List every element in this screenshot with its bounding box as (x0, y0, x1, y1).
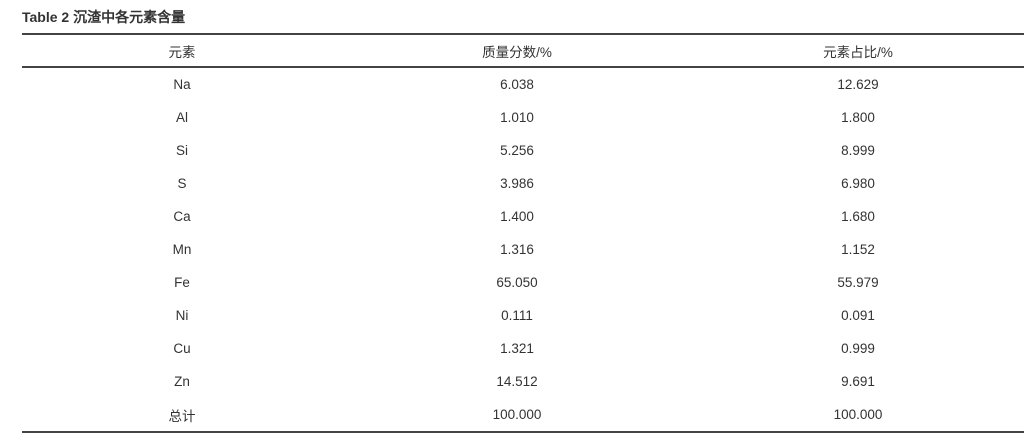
header-element: 元素 (168, 44, 196, 60)
cell-mass-fraction: 6.038 (500, 77, 534, 92)
cell-element: Ca (173, 209, 191, 224)
cell-element-ratio: 9.691 (841, 374, 875, 389)
table-row: Cu 1.321 0.999 (22, 332, 1024, 365)
cell-element-ratio: 12.629 (837, 77, 879, 92)
table-row: Fe 65.050 55.979 (22, 266, 1024, 299)
cell-element: Na (173, 77, 191, 92)
cell-element-ratio: 0.999 (841, 341, 875, 356)
cell-element-ratio: 8.999 (841, 143, 875, 158)
cell-element-ratio: 55.979 (837, 275, 879, 290)
table-row: 总计 100.000 100.000 (22, 398, 1024, 432)
cell-element-ratio: 0.091 (841, 308, 875, 323)
cell-element: Si (175, 143, 188, 158)
cell-element: 总计 (168, 408, 196, 424)
cell-mass-fraction: 1.316 (500, 242, 534, 257)
cell-element: Ni (175, 308, 189, 323)
cell-element-ratio: 100.000 (833, 407, 883, 422)
cell-mass-fraction: 65.050 (496, 275, 538, 290)
cell-element: Mn (172, 242, 192, 257)
header-element-ratio: 元素占比/% (823, 44, 893, 60)
table-row: Ca 1.400 1.680 (22, 200, 1024, 233)
element-content-table: 元素 质量分数/% 元素占比/% Na 6.038 12.629 Al 1.010 1.8… (22, 33, 1024, 433)
table-row: S 3.986 6.980 (22, 167, 1024, 200)
table-title: Table 2 沉渣中各元素含量 (22, 9, 186, 25)
cell-mass-fraction: 3.986 (500, 176, 534, 191)
table-row: Zn 14.512 9.691 (22, 365, 1024, 398)
cell-mass-fraction: 1.400 (500, 209, 534, 224)
cell-element-ratio: 1.800 (841, 110, 875, 125)
cell-element-ratio: 6.980 (841, 176, 875, 191)
header-row: 元素 质量分数/% 元素占比/% (22, 34, 1024, 67)
cell-element-ratio: 1.680 (841, 209, 875, 224)
table-row: Si 5.256 8.999 (22, 134, 1024, 167)
cell-element: Al (175, 110, 188, 125)
cell-element: Cu (173, 341, 191, 356)
table-row: Na 6.038 12.629 (22, 67, 1024, 101)
cell-element: Fe (174, 275, 190, 290)
table-row: Ni 0.111 0.091 (22, 299, 1024, 332)
cell-element: S (177, 176, 187, 191)
cell-mass-fraction: 100.000 (492, 407, 542, 422)
cell-element: Zn (174, 374, 190, 389)
cell-element-ratio: 1.152 (841, 242, 875, 257)
cell-mass-fraction: 1.010 (500, 110, 534, 125)
header-mass-fraction: 质量分数/% (482, 44, 552, 60)
cell-mass-fraction: 0.111 (501, 308, 533, 323)
cell-mass-fraction: 14.512 (496, 374, 538, 389)
table-row: Al 1.010 1.800 (22, 101, 1024, 134)
table-row: Mn 1.316 1.152 (22, 233, 1024, 266)
cell-mass-fraction: 5.256 (500, 143, 534, 158)
cell-mass-fraction: 1.321 (500, 341, 534, 356)
